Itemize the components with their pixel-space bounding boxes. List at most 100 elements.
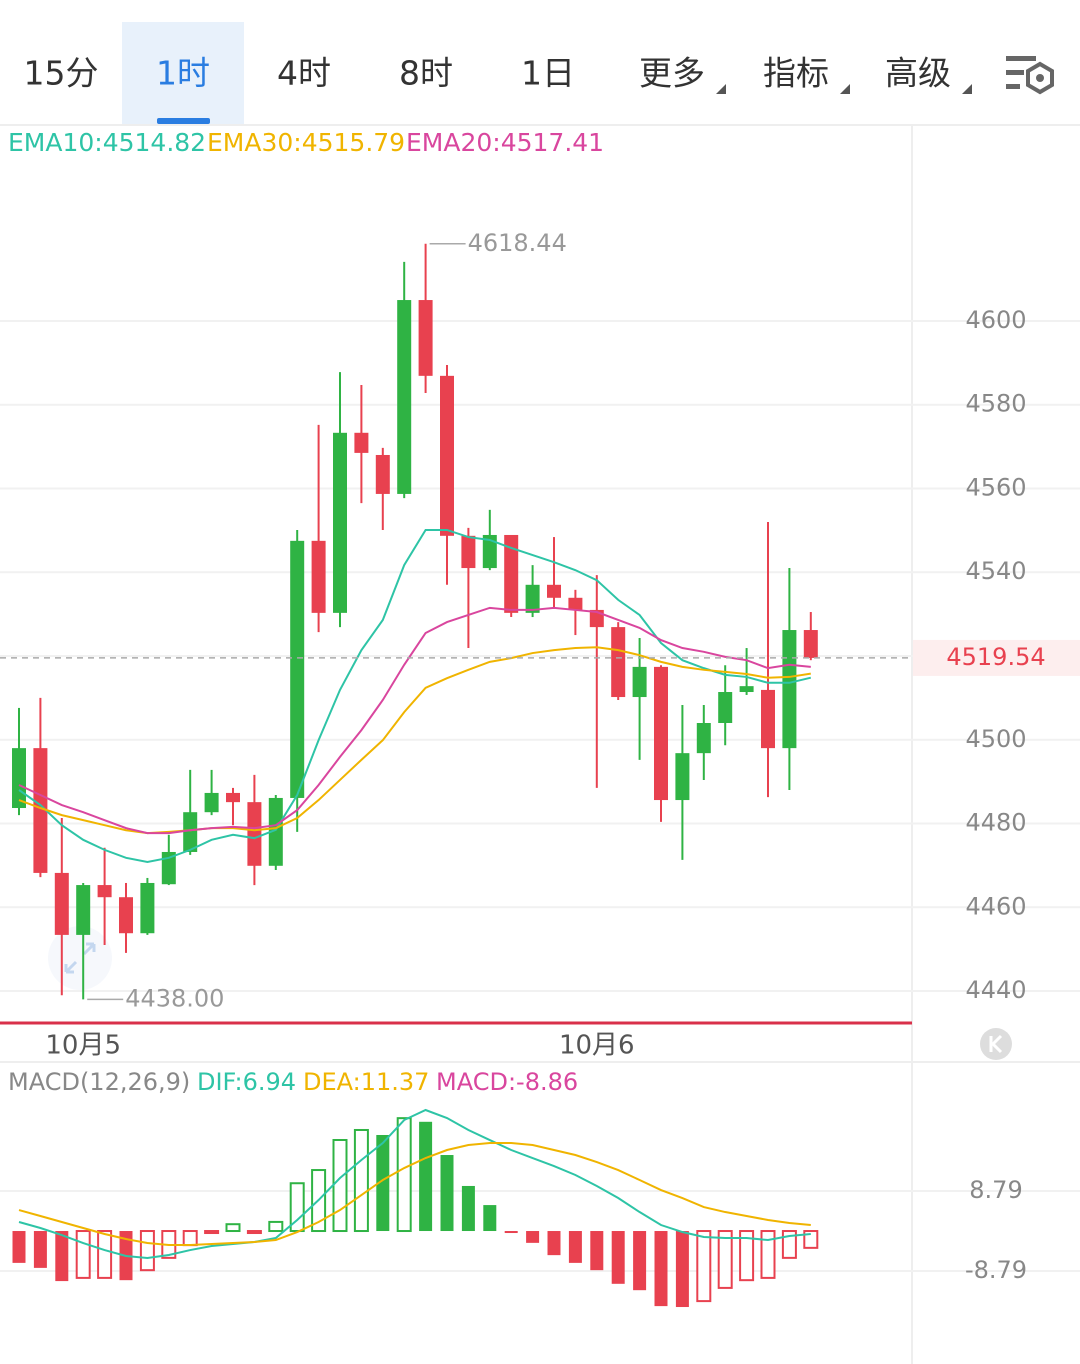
y-tick-label: 4440 <box>965 976 1026 1004</box>
candle-body <box>354 432 369 453</box>
candle-body <box>418 300 433 376</box>
macd-bar <box>268 1220 284 1233</box>
legend-entry: EMA10:4514.82 <box>8 128 206 157</box>
tab[interactable]: 1日 <box>521 54 575 93</box>
candle-body <box>204 792 219 813</box>
candle-body <box>290 540 305 798</box>
macd-bar <box>12 1231 26 1263</box>
candle-body <box>247 802 262 866</box>
candle-body <box>311 540 326 613</box>
candle-body <box>761 689 775 749</box>
settings-icon[interactable] <box>1006 56 1054 95</box>
icon-bar <box>1006 56 1036 61</box>
macd-bar <box>97 1230 113 1279</box>
macd-line <box>18 1142 811 1247</box>
macd-line <box>18 1108 811 1260</box>
macd-bar <box>633 1231 647 1291</box>
candle-body <box>440 375 454 536</box>
tab[interactable]: 指标 <box>763 54 829 93</box>
macd-bar <box>483 1205 497 1232</box>
macd-bar <box>246 1230 262 1235</box>
macd-bar <box>781 1230 797 1259</box>
tab[interactable]: 1时 <box>156 54 210 93</box>
macd-header: DEA:11.37 <box>303 1068 429 1096</box>
tab[interactable]: 8时 <box>399 54 453 93</box>
candle-body <box>226 792 240 803</box>
macd-bar <box>396 1117 412 1233</box>
macd-bar <box>353 1128 369 1233</box>
macd-bar <box>55 1231 69 1282</box>
macd-header: MACD:-8.86 <box>436 1068 578 1096</box>
macd-bar <box>654 1231 668 1307</box>
macd-bar <box>590 1231 604 1271</box>
macd-bar <box>332 1139 348 1233</box>
tab[interactable]: 4时 <box>277 54 331 93</box>
ema-line <box>18 528 812 864</box>
y-tick-label: 4480 <box>965 809 1026 837</box>
candle-body <box>268 797 283 866</box>
candle-body <box>161 851 176 885</box>
last-price-label: 4519.54 <box>946 643 1045 671</box>
low-label: 4438.00 <box>125 984 224 1012</box>
zoom-glyph <box>64 942 96 974</box>
tab[interactable]: 15分 <box>24 54 99 93</box>
macd-bar <box>75 1230 91 1279</box>
y-tick-label: 4580 <box>965 390 1026 418</box>
y-tick-label: 4540 <box>965 557 1026 585</box>
candle-body <box>482 534 497 569</box>
candle-body <box>97 885 112 898</box>
zoom-icon[interactable] <box>48 926 112 990</box>
icon-dot <box>1036 74 1044 82</box>
candle-body <box>525 584 540 613</box>
macd-bar <box>461 1185 475 1232</box>
macd-bar <box>182 1230 198 1247</box>
reset-circle <box>980 1028 1012 1060</box>
candle-body <box>803 630 818 658</box>
macd-bar <box>440 1155 454 1232</box>
ema-line <box>18 606 811 835</box>
candle-body <box>375 454 390 494</box>
macd-bar <box>547 1231 561 1256</box>
candle-body <box>739 686 754 693</box>
candle-body <box>33 748 48 873</box>
macd-bar <box>204 1230 220 1235</box>
macd-bar <box>139 1230 155 1272</box>
candle-body <box>568 597 583 610</box>
candle-body <box>54 872 69 935</box>
candle-body <box>397 300 412 494</box>
dropdown-arrow <box>962 84 972 94</box>
macd-header: MACD(12,26,9) <box>8 1068 190 1096</box>
macd-bar <box>717 1230 733 1289</box>
macd-bar <box>675 1231 689 1308</box>
legend-entry: EMA20:4517.41 <box>406 128 604 157</box>
icon-hex <box>1026 61 1054 95</box>
active-tab-bg <box>122 22 244 125</box>
zoom-bg <box>48 926 112 990</box>
candle-body <box>696 723 711 754</box>
x-tick-label: 10月5 <box>45 1031 121 1061</box>
candle-body <box>183 812 198 852</box>
macd-bar <box>760 1230 776 1279</box>
candle-body <box>782 630 797 749</box>
tab[interactable]: 高级 <box>885 54 951 93</box>
candle-body <box>140 882 155 934</box>
reset-button[interactable] <box>980 1028 1012 1060</box>
legend-entry: EMA30:4515.79 <box>207 128 405 157</box>
macd-bar <box>526 1231 540 1243</box>
y-tick-label: 4460 <box>965 892 1026 920</box>
candle-body <box>461 535 476 569</box>
candle-body <box>119 897 133 934</box>
y-tick-label: 4500 <box>965 725 1026 753</box>
macd-bar <box>225 1223 241 1233</box>
candle-body <box>12 748 26 809</box>
candle-body <box>333 432 347 613</box>
tab[interactable]: 更多 <box>639 54 705 93</box>
icon-bar <box>1006 70 1024 75</box>
candle-body <box>654 666 668 801</box>
macd-bar <box>376 1134 390 1232</box>
candle-body <box>504 534 519 613</box>
candle-body <box>76 885 91 935</box>
candle-body <box>547 584 561 598</box>
